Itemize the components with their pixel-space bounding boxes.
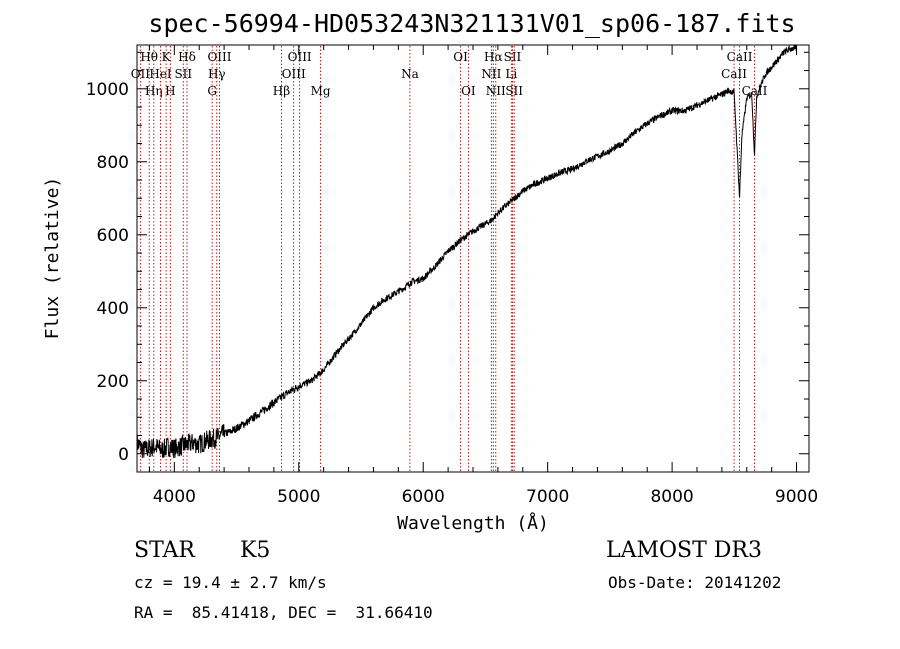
y-tick-label: 600: [97, 226, 129, 246]
spectral-line-label: NII: [486, 84, 506, 98]
x-tick-label: 6000: [402, 487, 445, 507]
y-tick-label: 400: [97, 299, 129, 319]
chart-title: spec-56994-HD053243N321131V01_sp06-187.f…: [148, 9, 795, 38]
y-tick-label: 0: [118, 445, 129, 465]
observation-date: Obs-Date: 20141202: [608, 573, 782, 592]
spectral-line-label: OI: [453, 50, 468, 64]
spectral-line-label: Mg: [311, 84, 331, 98]
spectral-line-label: Li: [505, 67, 517, 81]
object-class: STAR: [134, 538, 195, 563]
x-tick-label: 4000: [153, 487, 196, 507]
spectral-line-label: CaII: [721, 67, 747, 81]
series-line-spectrum: [136, 44, 798, 459]
spectral-line-label: Hγ: [208, 67, 226, 81]
x-tick-label: 7000: [526, 487, 569, 507]
spectral-line-label: OIII: [207, 50, 231, 64]
spectral-line-label: HeI: [149, 67, 172, 81]
spectral-line-label: OII: [131, 67, 151, 81]
y-tick-label: 800: [97, 153, 129, 173]
survey-name: LAMOST DR3: [606, 538, 762, 563]
x-tick-label: 5000: [277, 487, 320, 507]
x-tick-label: 8000: [650, 487, 693, 507]
spectral-line-label: OIII: [288, 50, 312, 64]
spectral-line-label: Na: [401, 67, 419, 81]
x-axis-label: Wavelength (Å): [397, 512, 549, 534]
x-tick-label: 9000: [775, 487, 818, 507]
spectral-line-label: Hβ: [273, 84, 290, 98]
spectral-line-label: H: [165, 84, 175, 98]
spectral-line-label: OIII: [282, 67, 306, 81]
object-subclass: K5: [240, 538, 271, 563]
spectral-line-label: Hα: [484, 50, 503, 64]
redshift-cz: cz = 19.4 ± 2.7 km/s: [134, 573, 327, 592]
spectral-line-label: CaII: [742, 84, 768, 98]
spectral-line-label: G: [207, 84, 217, 98]
spectral-lines-group: Hθ OII Hη HeI K H Hδ SII OIII Hγ G Hβ OIII OIII Mg Na OI…: [131, 46, 768, 471]
coordinates: RA = 85.41418, DEC = 31.66410: [134, 603, 433, 622]
axis-ticks-group: 4000 5000 6000 7000 8000 9000 0 200 400 600 800 100…: [86, 45, 818, 507]
y-tick-label: 200: [97, 372, 129, 392]
spectral-line-label: Hδ: [178, 50, 196, 64]
spectral-line-label: CaII: [727, 50, 753, 64]
spectral-line-label: NII: [481, 67, 501, 81]
spectral-line-label: Hη: [145, 84, 163, 98]
spectral-line-label: OI: [461, 84, 476, 98]
series-group: [136, 44, 798, 459]
spectral-line-label: SII: [505, 84, 523, 98]
spectral-line-label: Hθ: [140, 50, 158, 64]
spectral-line-label: SII: [174, 67, 192, 81]
y-axis-label: Flux (relative): [42, 177, 63, 340]
spectral-line-label: SII: [504, 50, 522, 64]
y-tick-label: 1000: [86, 80, 129, 100]
spectral-line-label: K: [162, 50, 172, 64]
plot-frame: [136, 44, 810, 473]
